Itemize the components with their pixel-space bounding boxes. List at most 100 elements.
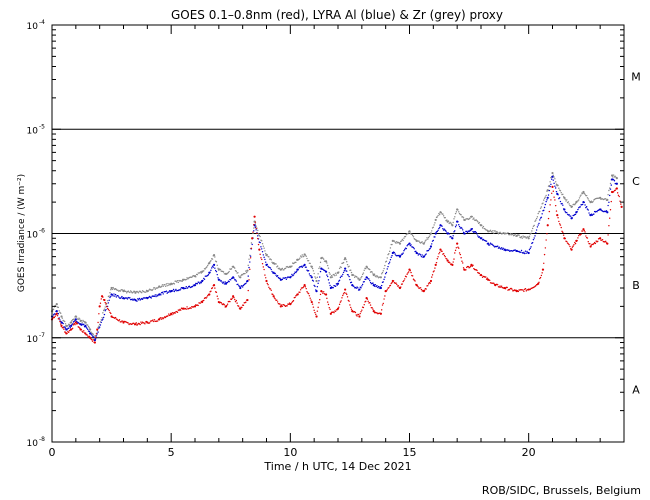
data-dot xyxy=(576,211,578,213)
data-dot xyxy=(93,337,95,339)
data-dot xyxy=(109,292,111,294)
data-dot xyxy=(64,327,67,329)
data-dot xyxy=(361,309,363,311)
data-dot xyxy=(509,232,512,235)
data-dot xyxy=(295,271,297,274)
data-dot xyxy=(571,246,574,248)
data-dot xyxy=(258,234,261,237)
data-point xyxy=(610,174,614,177)
data-dot xyxy=(440,211,442,214)
data-dot xyxy=(347,274,350,276)
data-dot xyxy=(408,271,410,273)
data-dot xyxy=(205,297,207,299)
data-dot xyxy=(315,313,317,316)
data-dot xyxy=(543,253,546,256)
data-dot xyxy=(508,233,511,236)
data-dot xyxy=(381,271,384,274)
data-point xyxy=(451,263,454,266)
data-dot xyxy=(265,277,267,279)
data-dot xyxy=(588,212,590,214)
data-dot xyxy=(164,316,167,319)
data-dot xyxy=(419,287,422,289)
data-dot xyxy=(388,250,391,253)
data-dot xyxy=(612,190,615,193)
data-dot xyxy=(326,297,328,300)
data-dot xyxy=(268,286,270,289)
data-dot xyxy=(339,301,342,303)
data-dot xyxy=(607,234,609,236)
data-dot xyxy=(326,301,329,303)
data-dot xyxy=(554,181,557,183)
data-dot xyxy=(520,249,523,252)
series-0 xyxy=(50,185,623,344)
data-dot xyxy=(549,181,551,183)
data-dot xyxy=(61,317,64,319)
data-dot xyxy=(380,284,383,287)
data-dot xyxy=(311,267,314,270)
data-dot xyxy=(138,297,141,300)
data-dot xyxy=(123,289,125,291)
data-dot xyxy=(427,238,429,240)
data-dot xyxy=(334,310,337,312)
data-dot xyxy=(377,285,380,288)
data-dot xyxy=(314,276,316,278)
data-dot xyxy=(102,296,104,298)
data-dot xyxy=(326,262,328,264)
data-dot xyxy=(215,291,218,294)
data-dot xyxy=(304,254,307,256)
data-point xyxy=(358,288,361,291)
data-dot xyxy=(199,282,201,285)
data-dot xyxy=(454,212,457,215)
data-dot xyxy=(569,245,571,248)
data-dot xyxy=(359,278,361,281)
data-dot xyxy=(270,289,272,291)
data-dot xyxy=(308,295,311,297)
data-dot xyxy=(496,245,499,247)
data-dot xyxy=(107,302,110,304)
data-dot xyxy=(385,260,388,263)
data-dot xyxy=(342,293,345,295)
data-dot xyxy=(109,296,111,299)
data-dot xyxy=(576,239,578,242)
data-dot xyxy=(254,226,257,228)
data-dot xyxy=(87,324,89,326)
data-dot xyxy=(137,292,140,294)
data-dot xyxy=(411,233,413,235)
data-dot xyxy=(288,303,290,305)
data-dot xyxy=(156,320,159,322)
data-dot xyxy=(186,306,188,308)
data-dot xyxy=(388,286,390,289)
data-dot xyxy=(279,303,281,305)
data-dot xyxy=(405,247,408,250)
data-dot xyxy=(459,253,462,256)
data-dot xyxy=(360,277,362,279)
data-dot xyxy=(198,281,200,283)
data-dot xyxy=(609,182,612,185)
data-dot xyxy=(389,258,392,261)
data-dot xyxy=(359,312,361,315)
data-dot xyxy=(129,291,131,294)
data-dot xyxy=(360,311,362,313)
data-dot xyxy=(452,235,454,237)
data-dot xyxy=(455,224,458,226)
data-dot xyxy=(276,301,279,303)
data-dot xyxy=(537,212,539,215)
data-dot xyxy=(268,256,270,258)
data-dot xyxy=(357,313,360,316)
data-dot xyxy=(382,302,384,305)
data-dot xyxy=(401,253,404,255)
data-dot xyxy=(166,292,168,294)
series-2 xyxy=(50,171,618,339)
data-dot xyxy=(554,185,556,187)
data-point xyxy=(324,293,328,296)
data-dot xyxy=(577,237,579,239)
data-dot xyxy=(577,208,579,211)
data-dot xyxy=(493,245,495,247)
data-dot xyxy=(476,220,478,222)
data-dot xyxy=(101,319,103,321)
data-dot xyxy=(412,246,415,249)
data-dot xyxy=(609,217,611,219)
data-dot xyxy=(581,203,584,206)
data-dot xyxy=(86,334,88,336)
data-dot xyxy=(384,295,386,297)
